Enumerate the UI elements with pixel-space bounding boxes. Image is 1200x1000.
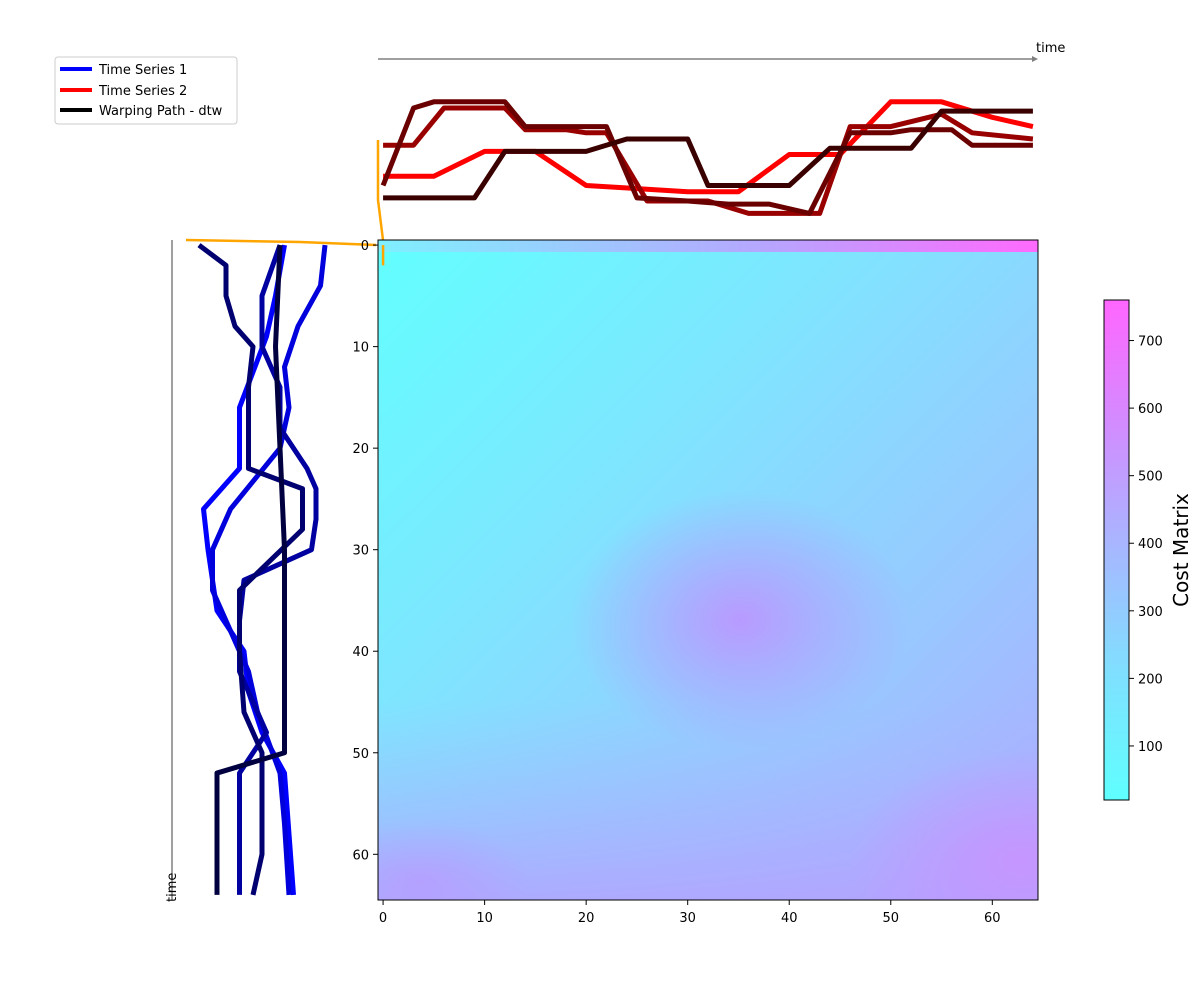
legend-label-dtw: Warping Path - dtw [99,104,223,119]
top-series-panel: time [378,41,1065,216]
x-tick-label: 40 [781,911,798,926]
colorbar: 100 200 300 400 500 600 700 Cost Matrix [1103,299,1193,801]
left-series-line [197,243,305,896]
top-series-line [383,105,1034,216]
colorbar-gradient [1103,299,1130,801]
top-series-line [383,99,1034,195]
y-tick-label: 40 [352,645,369,660]
matrix-frame [377,239,1039,901]
y-tick-label: 20 [352,442,369,457]
legend-frame [54,56,238,125]
left-series-line [237,244,319,895]
legend-label-ts1: Time Series 1 [98,63,187,78]
x-tick-label: 10 [476,911,493,926]
left-series-panel: time [165,240,328,902]
colorbar-label: Cost Matrix [1169,493,1193,607]
x-tick-label: 0 [379,911,387,926]
y-tick-label: 50 [352,747,369,762]
matrix-axes: 0 10 20 30 40 50 60 0 10 20 30 40 50 60 [352,239,1039,926]
y-tick-label: 30 [352,544,369,559]
top-time-label: time [1036,41,1065,56]
warp-connector-top [376,140,385,241]
colorbar-tick-label: 700 [1138,335,1163,350]
legend: Time Series 1 Time Series 2 Warping Path… [54,56,238,125]
colorbar-tick-label: 200 [1138,672,1163,687]
cost-matrix-heatmap [378,240,1038,900]
colorbar-tick-label: 400 [1138,537,1163,552]
y-tick-label: 60 [352,848,369,863]
warp-connector-left [185,238,377,247]
x-tick-label: 20 [578,911,595,926]
y-tick-label: 0 [361,239,369,254]
y-tick-label: 10 [352,341,369,356]
legend-label-ts2: Time Series 2 [98,84,187,99]
colorbar-tick-label: 100 [1138,740,1163,755]
matrix-x-ticks: 0 10 20 30 40 50 60 [379,900,1001,926]
top-series-line [380,99,1033,216]
colorbar-ticks: 100 200 300 400 500 600 700 [1129,335,1163,755]
colorbar-tick-label: 300 [1138,605,1163,620]
left-time-label: time [165,873,180,902]
x-tick-label: 30 [679,911,696,926]
left-series-line [210,244,328,896]
top-series-line [383,108,1033,201]
colorbar-tick-label: 500 [1138,470,1163,485]
x-tick-label: 50 [882,911,899,926]
x-tick-label: 60 [984,911,1001,926]
warping-path-overlay [185,140,385,266]
top-time-axis-arrow [1032,56,1038,62]
matrix-y-ticks: 0 10 20 30 40 50 60 [352,239,378,863]
colorbar-tick-label: 600 [1138,402,1163,417]
left-series-line [214,244,287,895]
